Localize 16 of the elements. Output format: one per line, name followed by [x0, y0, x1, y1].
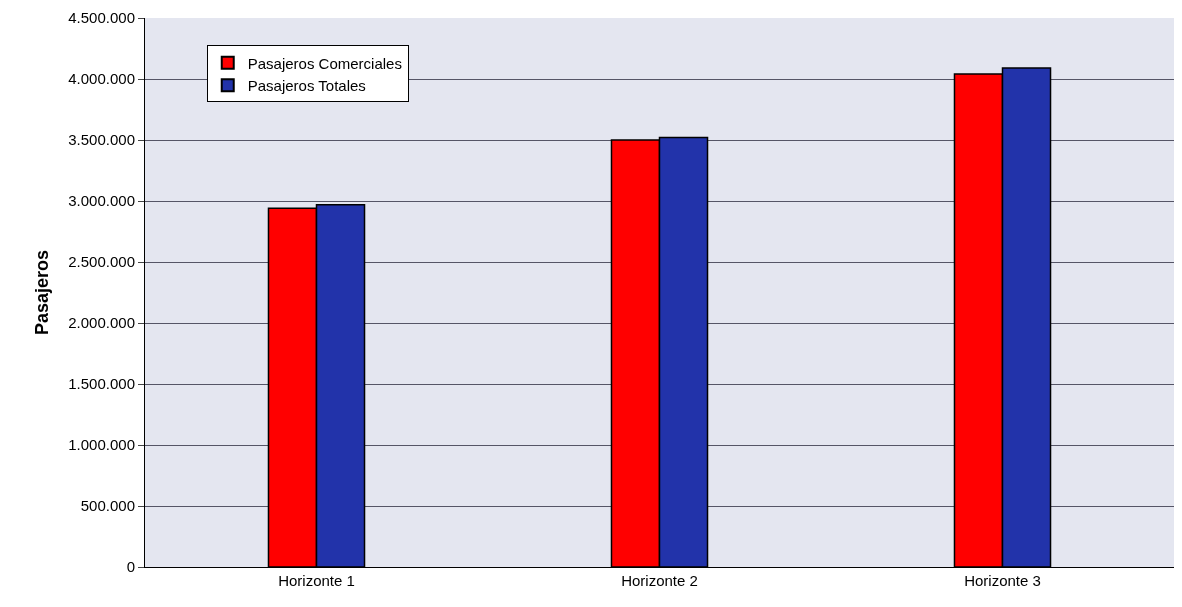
y-tick-label: 4.000.000	[68, 70, 135, 88]
y-tick-label: 3.000.000	[68, 192, 135, 210]
legend-label: Pasajeros Totales	[247, 77, 366, 95]
y-tick-label: 1.500.000	[68, 375, 135, 393]
y-tick-label: 500.000	[80, 497, 135, 515]
x-tick-label: Horizonte 3	[964, 572, 1041, 589]
legend-label: Pasajeros Comerciales	[247, 54, 402, 72]
y-tick-label: 0	[126, 558, 135, 576]
x-tick-label: Horizonte 1	[278, 572, 355, 589]
y-tick-label: 4.500.000	[68, 9, 135, 27]
y-tick-label: 3.500.000	[68, 131, 135, 149]
y-axis-title: Pasajeros	[32, 249, 53, 336]
y-tick-label: 1.000.000	[68, 436, 135, 454]
y-tick-label: 2.500.000	[68, 253, 135, 271]
x-tick-label: Horizonte 2	[621, 572, 698, 589]
y-tick-label: 2.000.000	[68, 314, 135, 332]
